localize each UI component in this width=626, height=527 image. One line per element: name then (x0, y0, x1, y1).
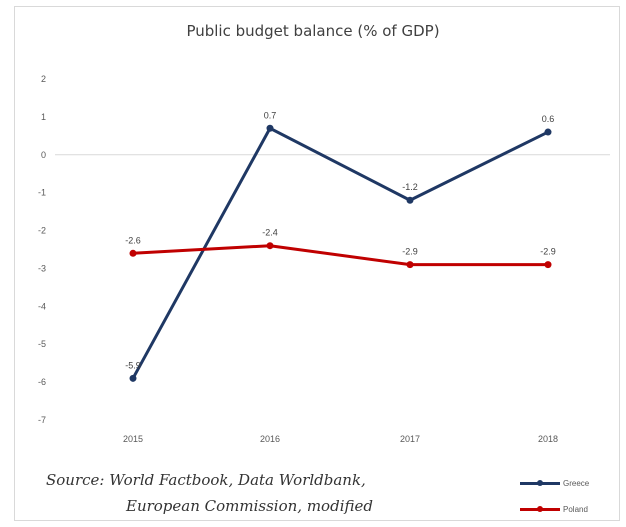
data-point (266, 242, 274, 250)
y-tick-label: -2 (38, 226, 46, 236)
y-tick-label: -6 (38, 377, 46, 387)
source-line-1: Source: World Factbook, Data Worldbank, (46, 471, 366, 489)
x-tick-label: 2018 (538, 434, 558, 444)
legend-item-greece: Greece (520, 470, 589, 496)
data-label: -2.6 (125, 235, 141, 245)
y-tick-label: 2 (41, 74, 46, 84)
data-point (129, 249, 137, 257)
legend-label-poland: Poland (563, 504, 588, 514)
data-label: -2.9 (402, 247, 418, 257)
data-point (544, 261, 552, 269)
x-tick-label: 2015 (123, 434, 143, 444)
legend: Greece Poland (520, 470, 589, 522)
data-point (406, 261, 414, 269)
series-line-poland (132, 244, 548, 267)
y-tick-label: 1 (41, 112, 46, 122)
legend-item-poland: Poland (520, 496, 589, 522)
data-label: -5.9 (125, 360, 141, 370)
data-point (406, 196, 414, 204)
y-tick-label: -1 (38, 188, 46, 198)
data-point (544, 128, 552, 136)
y-tick-label: -5 (38, 339, 46, 349)
legend-swatch-greece (520, 479, 560, 486)
y-tick-label: -3 (38, 263, 46, 273)
x-tick-label: 2017 (400, 434, 420, 444)
x-tick-label: 2016 (260, 434, 280, 444)
series-line-greece (131, 126, 549, 380)
data-label: 0.6 (542, 114, 555, 124)
y-tick-label: -4 (38, 301, 46, 311)
data-point (266, 124, 274, 132)
source-line-2: European Commission, modified (126, 497, 373, 515)
data-label: 0.7 (264, 110, 277, 120)
legend-swatch-poland (520, 505, 560, 512)
data-label: -2.9 (540, 247, 556, 257)
legend-label-greece: Greece (563, 478, 590, 488)
y-tick-label: 0 (41, 150, 46, 160)
data-label: -1.2 (402, 182, 418, 192)
data-label: -2.4 (262, 228, 278, 238)
data-point (129, 374, 137, 382)
y-tick-label: -7 (38, 415, 46, 425)
chart-title: Public budget balance (% of GDP) (186, 22, 440, 40)
